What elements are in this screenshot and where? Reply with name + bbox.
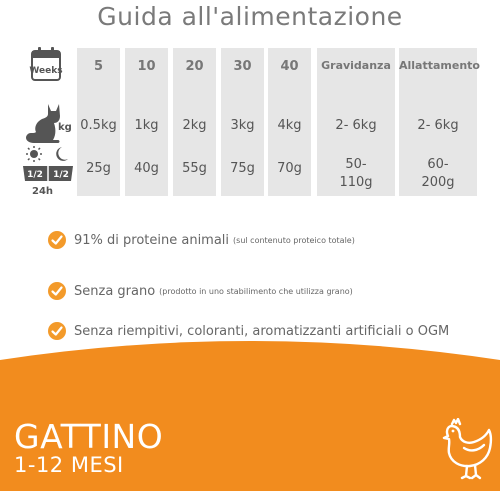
table-column-allattamento: Allattamento 2- 6kg 60- 200g (399, 48, 480, 196)
portion-period: 24h (32, 186, 54, 197)
check-icon (48, 282, 66, 300)
cat-icon (26, 104, 60, 143)
orange-banner (0, 341, 500, 491)
product-age-range: 1-12 MESI (14, 453, 124, 477)
weight-value: 3kg (230, 118, 255, 133)
food-value-line1: 50- (345, 157, 367, 172)
feature-text: Senza riempitivi, coloranti, aromatizzan… (74, 323, 450, 339)
feature-item: 91% di proteine animali (sul contenuto p… (48, 231, 355, 249)
weight-value: 4kg (277, 118, 302, 133)
food-value: 70g (277, 161, 302, 176)
food-value: 75g (230, 161, 255, 176)
food-value: 55g (182, 161, 207, 176)
weight-value: 2- 6kg (417, 118, 459, 133)
column-header: 20 (185, 59, 204, 74)
column-header: 40 (280, 59, 299, 74)
row-icons: Weeks kg 1/2 1/2 24h (22, 46, 74, 204)
table-column-5: 5 0.5kg 25g (77, 48, 120, 196)
weight-value: 0.5kg (80, 118, 117, 133)
weight-value: 1kg (134, 118, 159, 133)
table-column-20: 20 2kg 55g (173, 48, 216, 196)
chicken-icon (442, 418, 493, 480)
column-header: 5 (93, 59, 104, 74)
sun-moon-icon: 1/2 1/2 (23, 146, 73, 181)
feature-text: Senza grano (74, 283, 156, 299)
portion-half-right: 1/2 (53, 170, 69, 180)
column-header: 10 (137, 59, 156, 74)
column-header: Allattamento (399, 59, 480, 72)
feature-item: Senza riempitivi, coloranti, aromatizzan… (48, 322, 449, 340)
food-value-line2: 110g (339, 175, 373, 190)
food-value: 40g (134, 161, 159, 176)
food-value-line2: 200g (421, 175, 455, 190)
check-icon (48, 231, 66, 249)
product-title: GATTINO (14, 417, 164, 456)
table-column-40: 40 4kg 70g (268, 48, 311, 196)
portion-half-left: 1/2 (27, 170, 43, 180)
column-header: 30 (233, 59, 252, 74)
weight-value: 2- 6kg (335, 118, 377, 133)
weight-value: 2kg (182, 118, 207, 133)
feature-item: Senza grano (prodotto in uno stabiliment… (48, 282, 353, 300)
check-icon (48, 322, 66, 340)
food-value: 25g (86, 161, 111, 176)
table-column-10: 10 1kg 40g (125, 48, 168, 196)
feature-text: 91% di proteine animali (74, 232, 230, 248)
weeks-label: Weeks (29, 66, 63, 76)
food-value-line1: 60- (427, 157, 449, 172)
calendar-icon (31, 47, 61, 81)
column-header: Gravidanza (321, 59, 391, 72)
feature-note: (prodotto in uno stabilimento che utiliz… (159, 286, 353, 296)
table-column-30: 30 3kg 75g (221, 48, 264, 196)
weight-unit: kg (58, 122, 72, 133)
feature-note: (sul contenuto proteico totale) (233, 235, 355, 245)
table-column-gravidanza: Gravidanza 2- 6kg 50- 110g (317, 48, 395, 196)
page-title: Guida all'alimentazione (97, 2, 403, 31)
